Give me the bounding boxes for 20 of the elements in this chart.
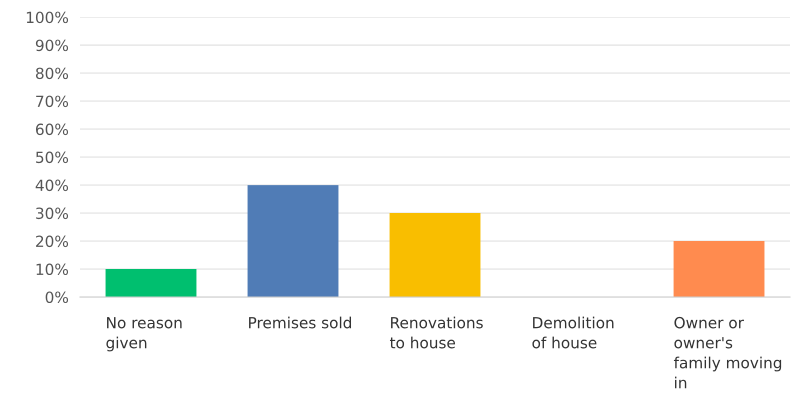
- y-tick-label: 60%: [36, 124, 68, 136]
- x-tick-label: Renovations to house: [390, 316, 483, 348]
- y-tick-label: 20%: [36, 236, 68, 248]
- y-tick-label: 70%: [36, 96, 68, 108]
- x-tick-label: Owner or owner's family moving in: [674, 316, 782, 388]
- bar: [106, 269, 196, 298]
- y-tick-label: 90%: [36, 40, 68, 52]
- y-tick-label: 0%: [46, 291, 68, 304]
- y-tick-label: 10%: [36, 264, 68, 276]
- bar: [248, 185, 338, 298]
- bar: [674, 241, 764, 298]
- y-tick-label: 30%: [36, 208, 68, 220]
- x-tick-label: Demolition of house: [532, 316, 614, 348]
- y-tick-label: 100%: [26, 12, 68, 24]
- y-tick-label: 40%: [36, 180, 68, 192]
- bar: [390, 213, 480, 298]
- y-tick-label: 50%: [36, 152, 68, 164]
- y-tick-label: 80%: [36, 68, 68, 80]
- x-tick-label: No reason given: [106, 317, 182, 352]
- x-tick-label: Premises sold: [249, 316, 352, 328]
